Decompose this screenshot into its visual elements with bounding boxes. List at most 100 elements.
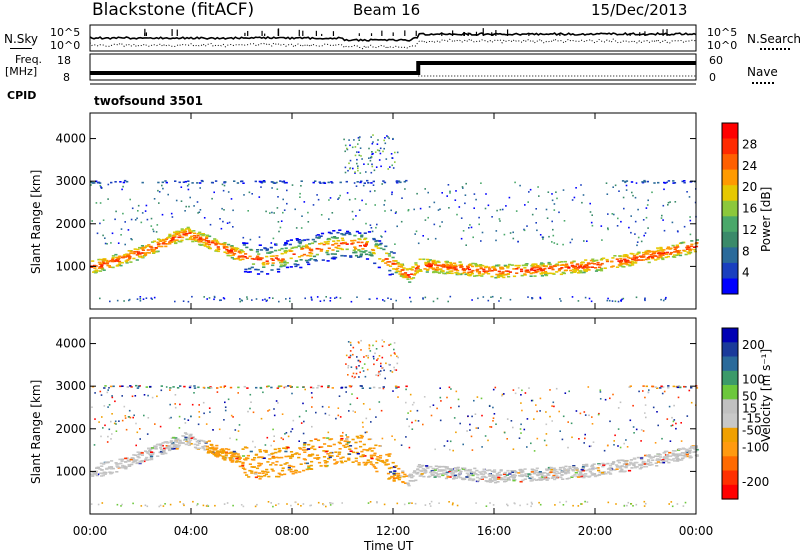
power-cell [102,269,106,271]
velocity-cell [174,406,177,409]
velocity-cell [196,444,200,446]
power-cell [151,298,153,300]
velocity-cell [254,446,256,448]
velocity-cell [198,416,201,418]
power-cell [300,180,303,182]
velocity-cell [438,502,440,504]
power-cell [187,180,190,182]
velocity-cell [630,503,632,505]
velocity-cell [561,438,564,441]
power-cell [270,251,274,253]
power-cell [170,212,173,215]
velocity-cell [473,467,477,470]
velocity-cell [523,428,526,431]
velocity-cell [348,445,353,447]
power-cell [632,255,637,257]
power-cell [635,253,639,256]
power-cell [156,224,159,226]
velocity-colorbar-tick: 100 [742,372,765,386]
power-cell [278,300,280,303]
power-cell [611,265,615,267]
power-cell [374,204,376,206]
power-cell [309,258,313,260]
power-cell [548,235,550,238]
power-cell [386,261,390,263]
power-cell [121,256,125,259]
power-cell [685,248,690,250]
velocity-cell [121,395,123,397]
velocity-cell [348,356,350,359]
velocity-cell [348,448,352,450]
power-cell [181,236,185,239]
velocity-cell [104,385,107,387]
velocity-cell [393,348,395,351]
velocity-cell [90,473,94,476]
power-cell [636,259,640,261]
velocity-cell [212,447,216,450]
velocity-cell [185,433,189,435]
power-cell [580,262,584,264]
power-cell [443,272,448,275]
power-cell [571,268,576,271]
power-cell [239,298,241,300]
power-cell [358,154,361,157]
power-cell [499,208,502,211]
velocity-cell [492,417,495,419]
power-cell [111,255,115,257]
power-cell [653,182,656,184]
power-cell [198,243,202,246]
velocity-cell [345,391,347,393]
power-cell [102,259,106,261]
power-cell [416,265,420,267]
power-cell [400,273,404,275]
velocity-cell [264,473,268,475]
velocity-cell [644,454,648,457]
power-cell [197,239,201,241]
power-cell [673,251,677,253]
velocity-cell [184,422,187,424]
power-cell [490,269,494,272]
power-cell [555,271,559,273]
power-cell [227,191,230,193]
velocity-cell [588,414,590,417]
power-cell [672,182,675,184]
power-cell [573,196,576,199]
velocity-cell [359,455,363,458]
power-cell [487,299,490,302]
velocity-cell [267,454,271,456]
power-cell [651,257,655,260]
velocity-cell [452,469,456,472]
power-cell [575,187,577,189]
velocity-cell [207,386,210,389]
power-cell [397,180,401,182]
power-cell [358,139,360,141]
power-cell [563,260,567,263]
velocity-cell [673,455,677,457]
power-cell [468,227,470,229]
power-cell [396,267,400,270]
power-cell [223,251,227,253]
power-cell [144,210,147,212]
velocity-cell [287,466,291,469]
velocity-cell [356,437,360,439]
power-cell [617,300,620,303]
velocity-cell [665,450,669,453]
velocity-cell [139,428,141,430]
power-cell [416,267,420,269]
velocity-cell [139,461,143,464]
power-cell [180,229,184,232]
x-tick-label: 00:00 [679,524,714,538]
power-cell [372,134,374,136]
velocity-cell [513,474,518,477]
velocity-cell [684,450,688,452]
velocity-cell [430,500,433,503]
power-cell [367,231,372,233]
power-cell [544,270,548,273]
velocity-cell [329,452,333,454]
power-cell [225,252,229,255]
velocity-cell [396,502,399,505]
velocity-cell [151,396,154,399]
power-cell [361,248,365,250]
power-cell [207,240,211,242]
power-cell [163,243,167,245]
